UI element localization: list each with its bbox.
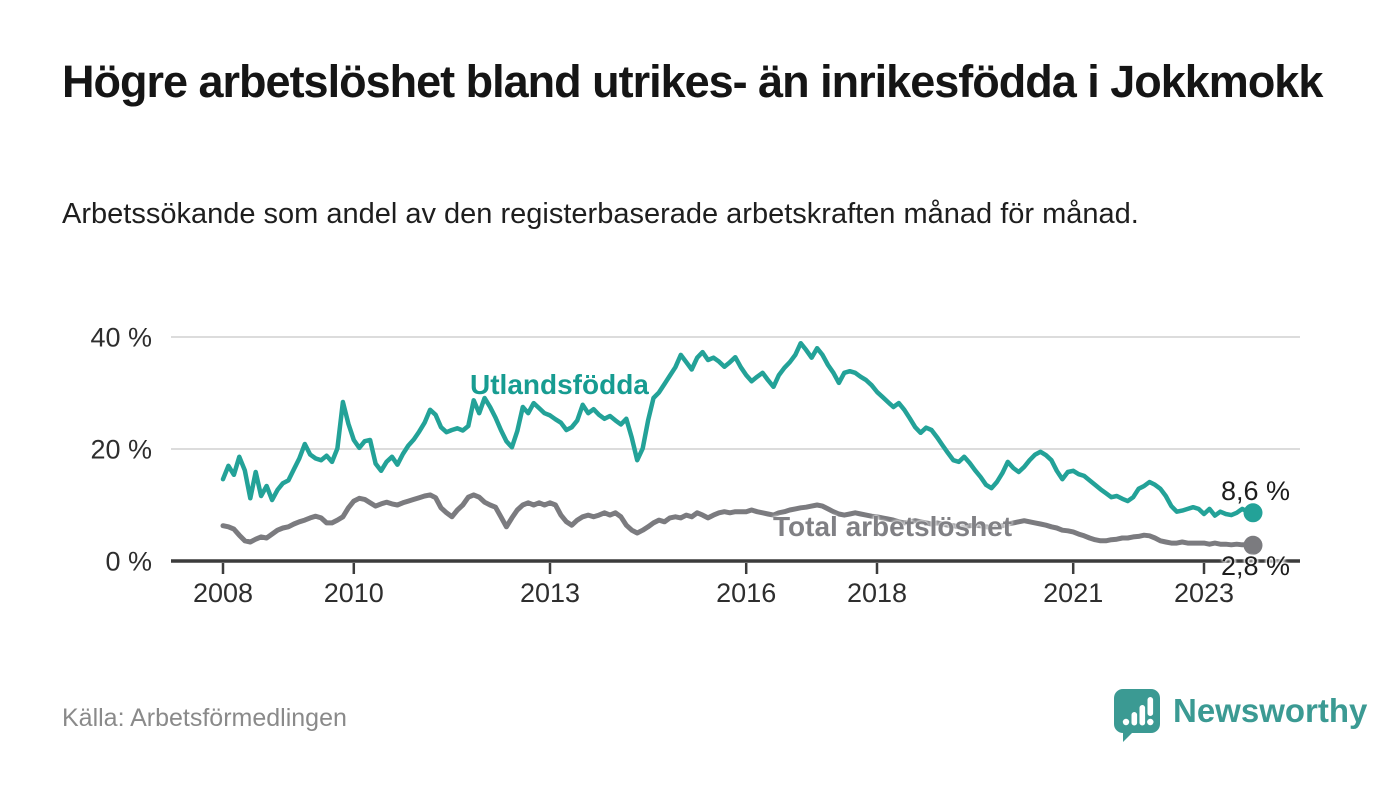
x-tick-label: 2013 xyxy=(520,578,580,608)
y-tick-label: 40 % xyxy=(90,323,152,353)
end-value-utlandsfodda: 8,6 % xyxy=(1220,476,1290,506)
x-tick-label: 2010 xyxy=(324,578,384,608)
newsworthy-logo: Newsworthy xyxy=(1113,688,1367,742)
series-line-utlandsfodda xyxy=(220,340,1256,518)
x-tick-label: 2016 xyxy=(716,578,776,608)
series-line-total-arbetsloshet xyxy=(220,492,1256,548)
x-tick-label: 2021 xyxy=(1043,578,1103,608)
x-tick-label: 2018 xyxy=(847,578,907,608)
x-tick-label: 2023 xyxy=(1174,578,1234,608)
series-label-utlandsfodda: Utlandsfödda xyxy=(470,369,649,400)
series-end-dot-utlandsfodda xyxy=(1243,503,1263,523)
chart-title: Högre arbetslöshet bland utrikes- än inr… xyxy=(62,56,1323,107)
chart-subtitle: Arbetssökande som andel av den registerb… xyxy=(62,198,1139,230)
y-tick-label: 0 % xyxy=(105,547,152,577)
y-tick-label: 20 % xyxy=(90,435,152,465)
series-end-dot-total xyxy=(1243,535,1263,555)
y-axis-labels: 0 % 20 % 40 % xyxy=(90,323,152,577)
x-tick-label: 2008 xyxy=(193,578,253,608)
series-label-total-arbetsloshet: Total arbetslöshet xyxy=(773,511,1013,542)
newsworthy-logo-icon xyxy=(1114,689,1160,742)
end-value-total: 2,8 % xyxy=(1220,551,1290,581)
x-axis-labels: 2008 2010 2013 2016 2018 2021 2023 xyxy=(193,578,1234,608)
newsworthy-logo-text: Newsworthy xyxy=(1173,692,1368,729)
x-axis xyxy=(171,559,1300,574)
source-note: Källa: Arbetsförmedlingen xyxy=(62,704,347,732)
